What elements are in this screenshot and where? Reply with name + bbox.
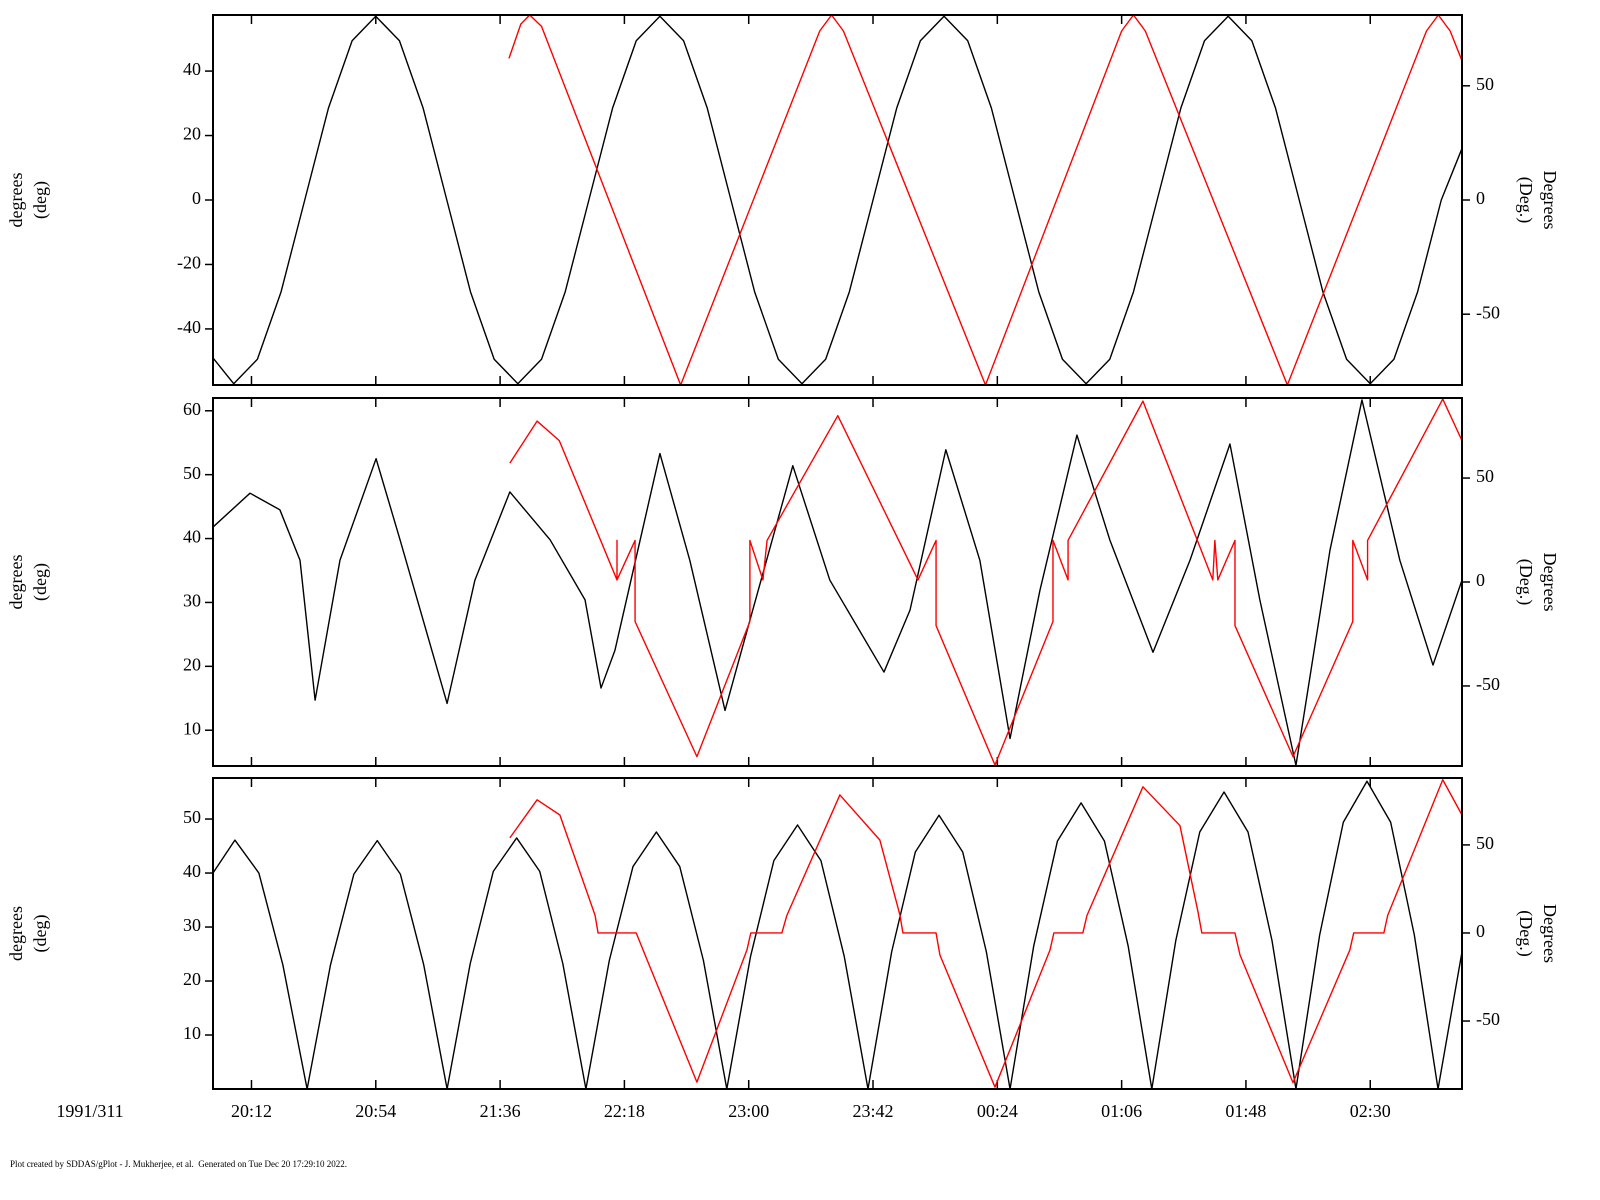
y-tick-label: 30: [183, 591, 201, 611]
y-tick-label: 60: [183, 399, 201, 419]
y2-axis-unit: (Deg.): [1515, 177, 1536, 223]
y2-axis-label: Degrees: [1540, 553, 1560, 612]
y-tick-label: 40: [183, 59, 201, 79]
y-tick-label: 50: [183, 807, 201, 827]
y-tick-label: 40: [183, 861, 201, 881]
y-tick-label: 0: [192, 188, 201, 208]
y-axis-unit: (deg): [30, 181, 51, 219]
y-tick-label: 30: [183, 915, 201, 935]
y-axis-unit: (deg): [30, 563, 51, 601]
y2-axis-unit: (Deg.): [1515, 910, 1536, 956]
data-line: [212, 15, 1463, 385]
x-tick-label: 00:24: [977, 1101, 1018, 1121]
x-tick-label: 01:48: [1225, 1101, 1266, 1121]
data-line: [212, 399, 1463, 767]
y2-tick-label: 50: [1476, 833, 1494, 853]
y-tick-label: 20: [183, 654, 201, 674]
y2-tick-label: -50: [1476, 302, 1500, 322]
data-line: [508, 14, 1463, 386]
x-tick-label: 20:54: [355, 1101, 396, 1121]
y2-tick-label: 50: [1476, 74, 1494, 94]
x-tick-label: 01:06: [1101, 1101, 1142, 1121]
y-axis-unit: (deg): [30, 915, 51, 953]
y2-axis-unit: (Deg.): [1515, 559, 1536, 605]
y-axis-label: degrees: [6, 906, 26, 961]
x-tick-label: 21:36: [480, 1101, 521, 1121]
y-axis-label: degrees: [6, 173, 26, 228]
y-tick-label: 20: [183, 124, 201, 144]
x-tick-label: 02:30: [1350, 1101, 1391, 1121]
x-tick-label: 23:00: [728, 1101, 769, 1121]
y2-tick-label: -50: [1476, 674, 1500, 694]
y-tick-label: 40: [183, 527, 201, 547]
y2-axis-label: Degrees: [1540, 904, 1560, 963]
plot-frame: [212, 777, 1463, 1090]
date-label: 1991/311: [56, 1101, 123, 1121]
y-tick-label: 10: [183, 1023, 201, 1043]
y2-tick-label: -50: [1476, 1009, 1500, 1029]
y2-tick-label: 0: [1476, 188, 1485, 208]
data-line: [509, 779, 1463, 1088]
y2-tick-label: 0: [1476, 921, 1485, 941]
plot-frame: [212, 397, 1463, 767]
data-line: [212, 780, 1463, 1090]
y-tick-label: -40: [177, 317, 201, 337]
plot-frame: [212, 14, 1463, 386]
y-tick-label: 10: [183, 718, 201, 738]
y2-axis-label: Degrees: [1540, 171, 1560, 230]
footer: Plot created by SDDAS/gPlot - J. Mukherj…: [10, 1159, 347, 1169]
y2-tick-label: 0: [1476, 570, 1485, 590]
data-line: [509, 398, 1463, 766]
y-tick-label: -20: [177, 253, 201, 273]
y-axis-label: degrees: [6, 555, 26, 610]
x-tick-label: 20:12: [231, 1101, 272, 1121]
y-tick-label: 20: [183, 969, 201, 989]
y-tick-label: 50: [183, 463, 201, 483]
x-tick-label: 22:18: [604, 1101, 645, 1121]
y2-tick-label: 50: [1476, 466, 1494, 486]
x-tick-label: 23:42: [853, 1101, 894, 1121]
